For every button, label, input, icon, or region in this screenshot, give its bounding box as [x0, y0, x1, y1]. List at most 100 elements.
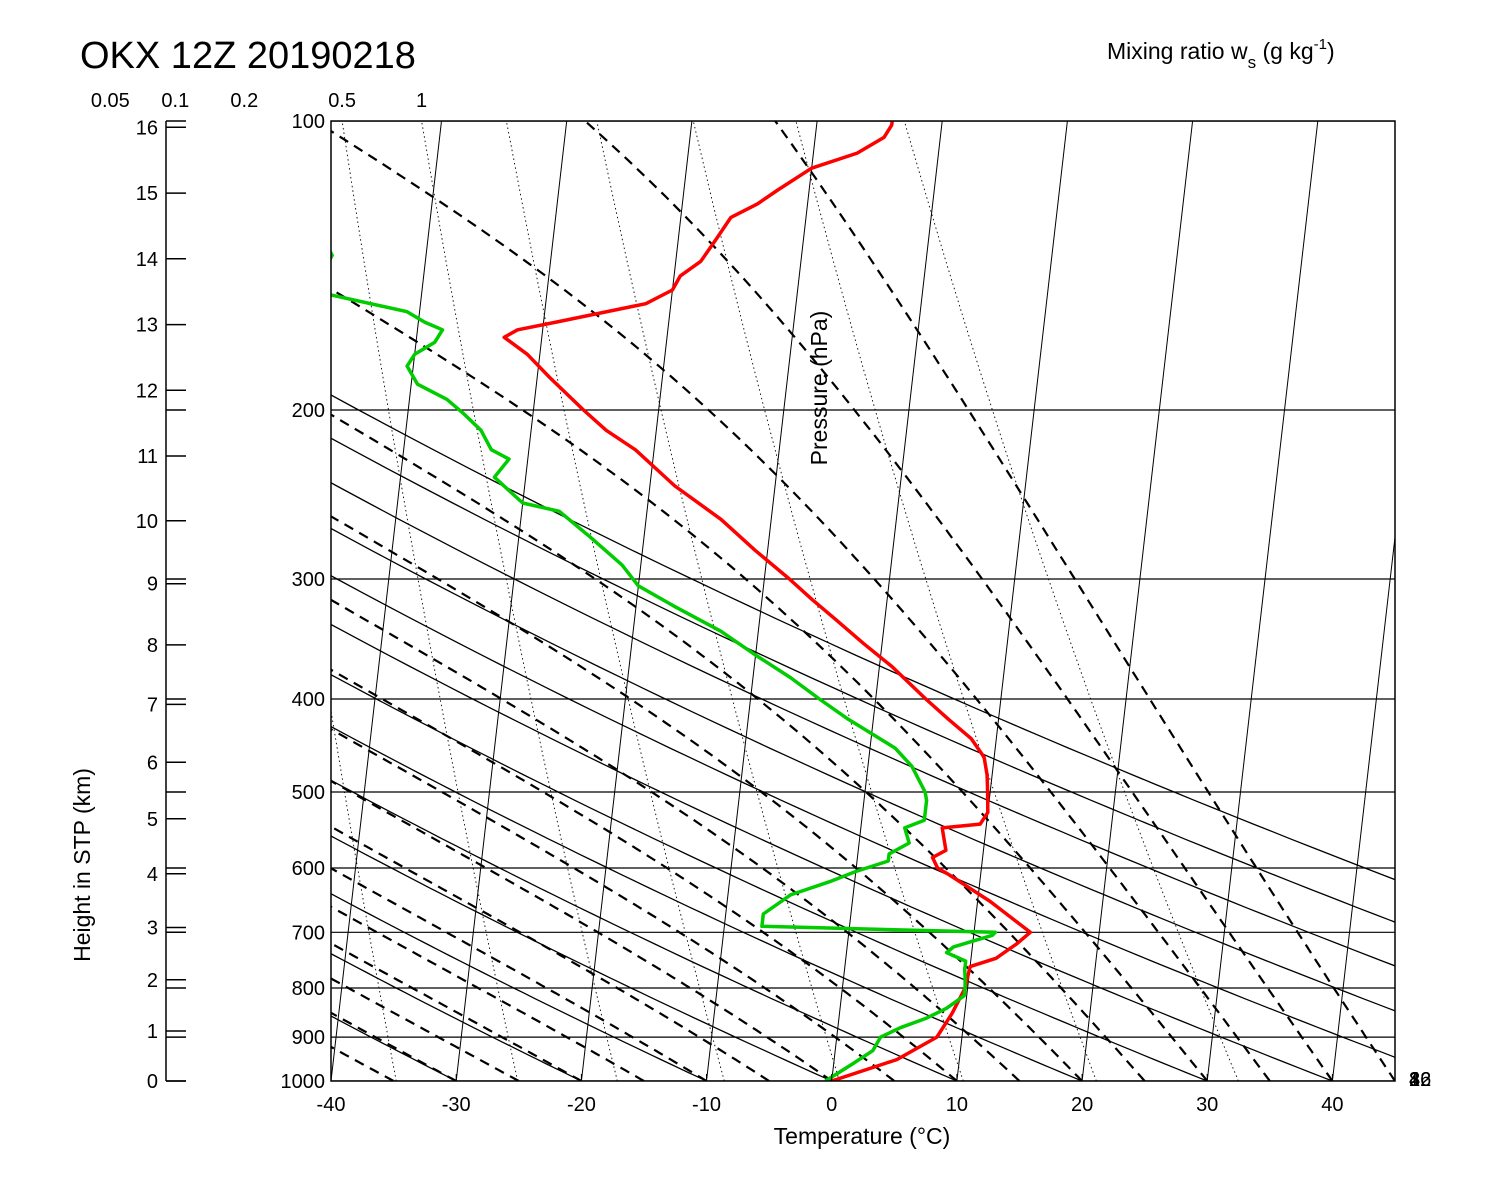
isotherm [1331, 532, 1395, 1081]
moist-adiabat [331, 413, 1146, 1081]
mixing-ratio-line [421, 121, 618, 1081]
height-tick-label: 11 [137, 446, 158, 468]
pressure-tick-label: 300 [292, 569, 325, 591]
isotherm [0, 121, 66, 1081]
height-tick-label: 8 [147, 635, 158, 657]
pressure-tick-label: 500 [292, 782, 325, 804]
height-tick-label: 4 [147, 864, 158, 886]
mixing-ratio-right-label: 32 [1409, 1069, 1431, 1091]
temperature-tick-label: -10 [692, 1094, 721, 1116]
mixing-ratio-title-exp: -1 [1314, 36, 1327, 53]
plot-frame [330, 120, 1396, 1082]
pressure-tick-label: 900 [292, 1027, 325, 1049]
dry-adiabat [331, 394, 1395, 881]
height-tick-label: 14 [136, 249, 158, 271]
mixing-ratio-line [331, 708, 397, 1081]
pressure-tick-label: 400 [292, 689, 325, 711]
mixing-ratio-title: Mixing ratio ws (g kg-1) [1107, 36, 1335, 72]
mixing-ratio-right-label: 2 [1409, 1069, 1420, 1091]
moist-adiabat [331, 825, 770, 1081]
height-tick-label: 2 [147, 970, 158, 992]
height-tick-label: 12 [136, 380, 158, 402]
mixing-ratio-title-sub: s [1248, 53, 1257, 72]
temperature-tick-label: 10 [946, 1094, 968, 1116]
moist-adiabat [774, 121, 1395, 1081]
isotherm [831, 121, 943, 1081]
mixing-ratio-top-label: 0.05 [91, 90, 130, 112]
height-tick-label: 9 [147, 574, 158, 596]
height-tick-label: 13 [136, 315, 158, 337]
height-tick-label: 3 [147, 918, 158, 940]
dry-adiabat [331, 952, 582, 1081]
temperature-tick-label: 30 [1196, 1094, 1218, 1116]
height-axis [165, 120, 186, 1082]
moist-adiabat [331, 905, 645, 1081]
dry-adiabat [331, 725, 1083, 1081]
temperature-tick-label: -30 [442, 1094, 471, 1116]
height-tick-label: 5 [147, 809, 158, 831]
pressure-tick-label: 700 [292, 922, 325, 944]
mixing-ratio-right-label: 4 [1409, 1069, 1420, 1091]
mixing-ratio-line [795, 121, 1097, 1081]
height-tick-label: 0 [147, 1071, 158, 1093]
isotherm [580, 121, 693, 1081]
dry-adiabat [331, 673, 1208, 1081]
dewpoint-profile [331, 249, 998, 1081]
dry-adiabat [331, 779, 958, 1081]
mixing-ratio-line [692, 121, 964, 1081]
chart-title: OKX 12Z 20190218 [80, 35, 416, 77]
moist-adiabat [331, 287, 1209, 1081]
dry-adiabat [331, 835, 832, 1081]
mixing-ratio-title-main: Mixing ratio w [1107, 38, 1248, 64]
dry-adiabat [0, 121, 206, 1081]
height-tick-label: 15 [136, 183, 158, 205]
mixing-ratio-top-label: 0.2 [230, 90, 258, 112]
height-tick-label: 16 [136, 117, 158, 139]
dry-adiabat [331, 575, 1395, 1058]
moist-adiabat [331, 942, 582, 1081]
pressure-tick-label: 200 [292, 400, 325, 422]
isotherm [1206, 121, 1319, 1081]
pressure-tick-label: 100 [292, 111, 325, 133]
moist-adiabat [331, 129, 1271, 1081]
pressure-tick-label: 1000 [281, 1071, 326, 1093]
mixing-ratio-top-label: 0.1 [161, 90, 189, 112]
temperature-tick-label: 0 [826, 1094, 837, 1116]
temperature-profile [502, 121, 1033, 1081]
moist-adiabat [331, 515, 1083, 1081]
dry-adiabat [331, 527, 1395, 1012]
mixing-ratio-right-label: 16 [1409, 1069, 1431, 1091]
moist-adiabat [584, 121, 1334, 1081]
mixing-ratio-line [341, 121, 519, 1081]
mixing-ratio-title-close: ) [1327, 38, 1335, 64]
moist-adiabat [331, 728, 895, 1081]
pressure-tick-label: 600 [292, 858, 325, 880]
isotherm [331, 121, 442, 1081]
moist-adiabat [331, 977, 520, 1081]
temperature-tick-label: 40 [1321, 1094, 1343, 1116]
temperature-tick-label: 20 [1071, 1094, 1093, 1116]
moist-adiabat [331, 668, 958, 1081]
mixing-ratio-right-label: 8 [1409, 1069, 1420, 1091]
dry-adiabat [331, 482, 1395, 967]
isotherm [706, 121, 818, 1081]
dry-adiabat [331, 437, 1395, 923]
height-tick-label: 10 [136, 511, 158, 533]
dry-adiabat [331, 623, 1333, 1081]
pressure-tick-label: 800 [292, 978, 325, 1000]
mixing-ratio-line [903, 121, 1239, 1081]
moist-adiabat [331, 867, 708, 1081]
mixing-ratio-top-label: 0.5 [328, 90, 356, 112]
height-tick-label: 1 [147, 1021, 158, 1043]
grid-lines [0, 121, 1395, 1081]
isotherm [956, 121, 1068, 1081]
isotherm [1081, 121, 1194, 1081]
moist-adiabat [331, 598, 1021, 1081]
height-tick-label: 7 [147, 694, 158, 716]
sounding-profiles [331, 121, 1033, 1081]
mixing-ratio-line [596, 121, 840, 1081]
mixing-ratio-top-label: 1 [416, 90, 427, 112]
mixing-ratio-line [110, 121, 231, 1081]
